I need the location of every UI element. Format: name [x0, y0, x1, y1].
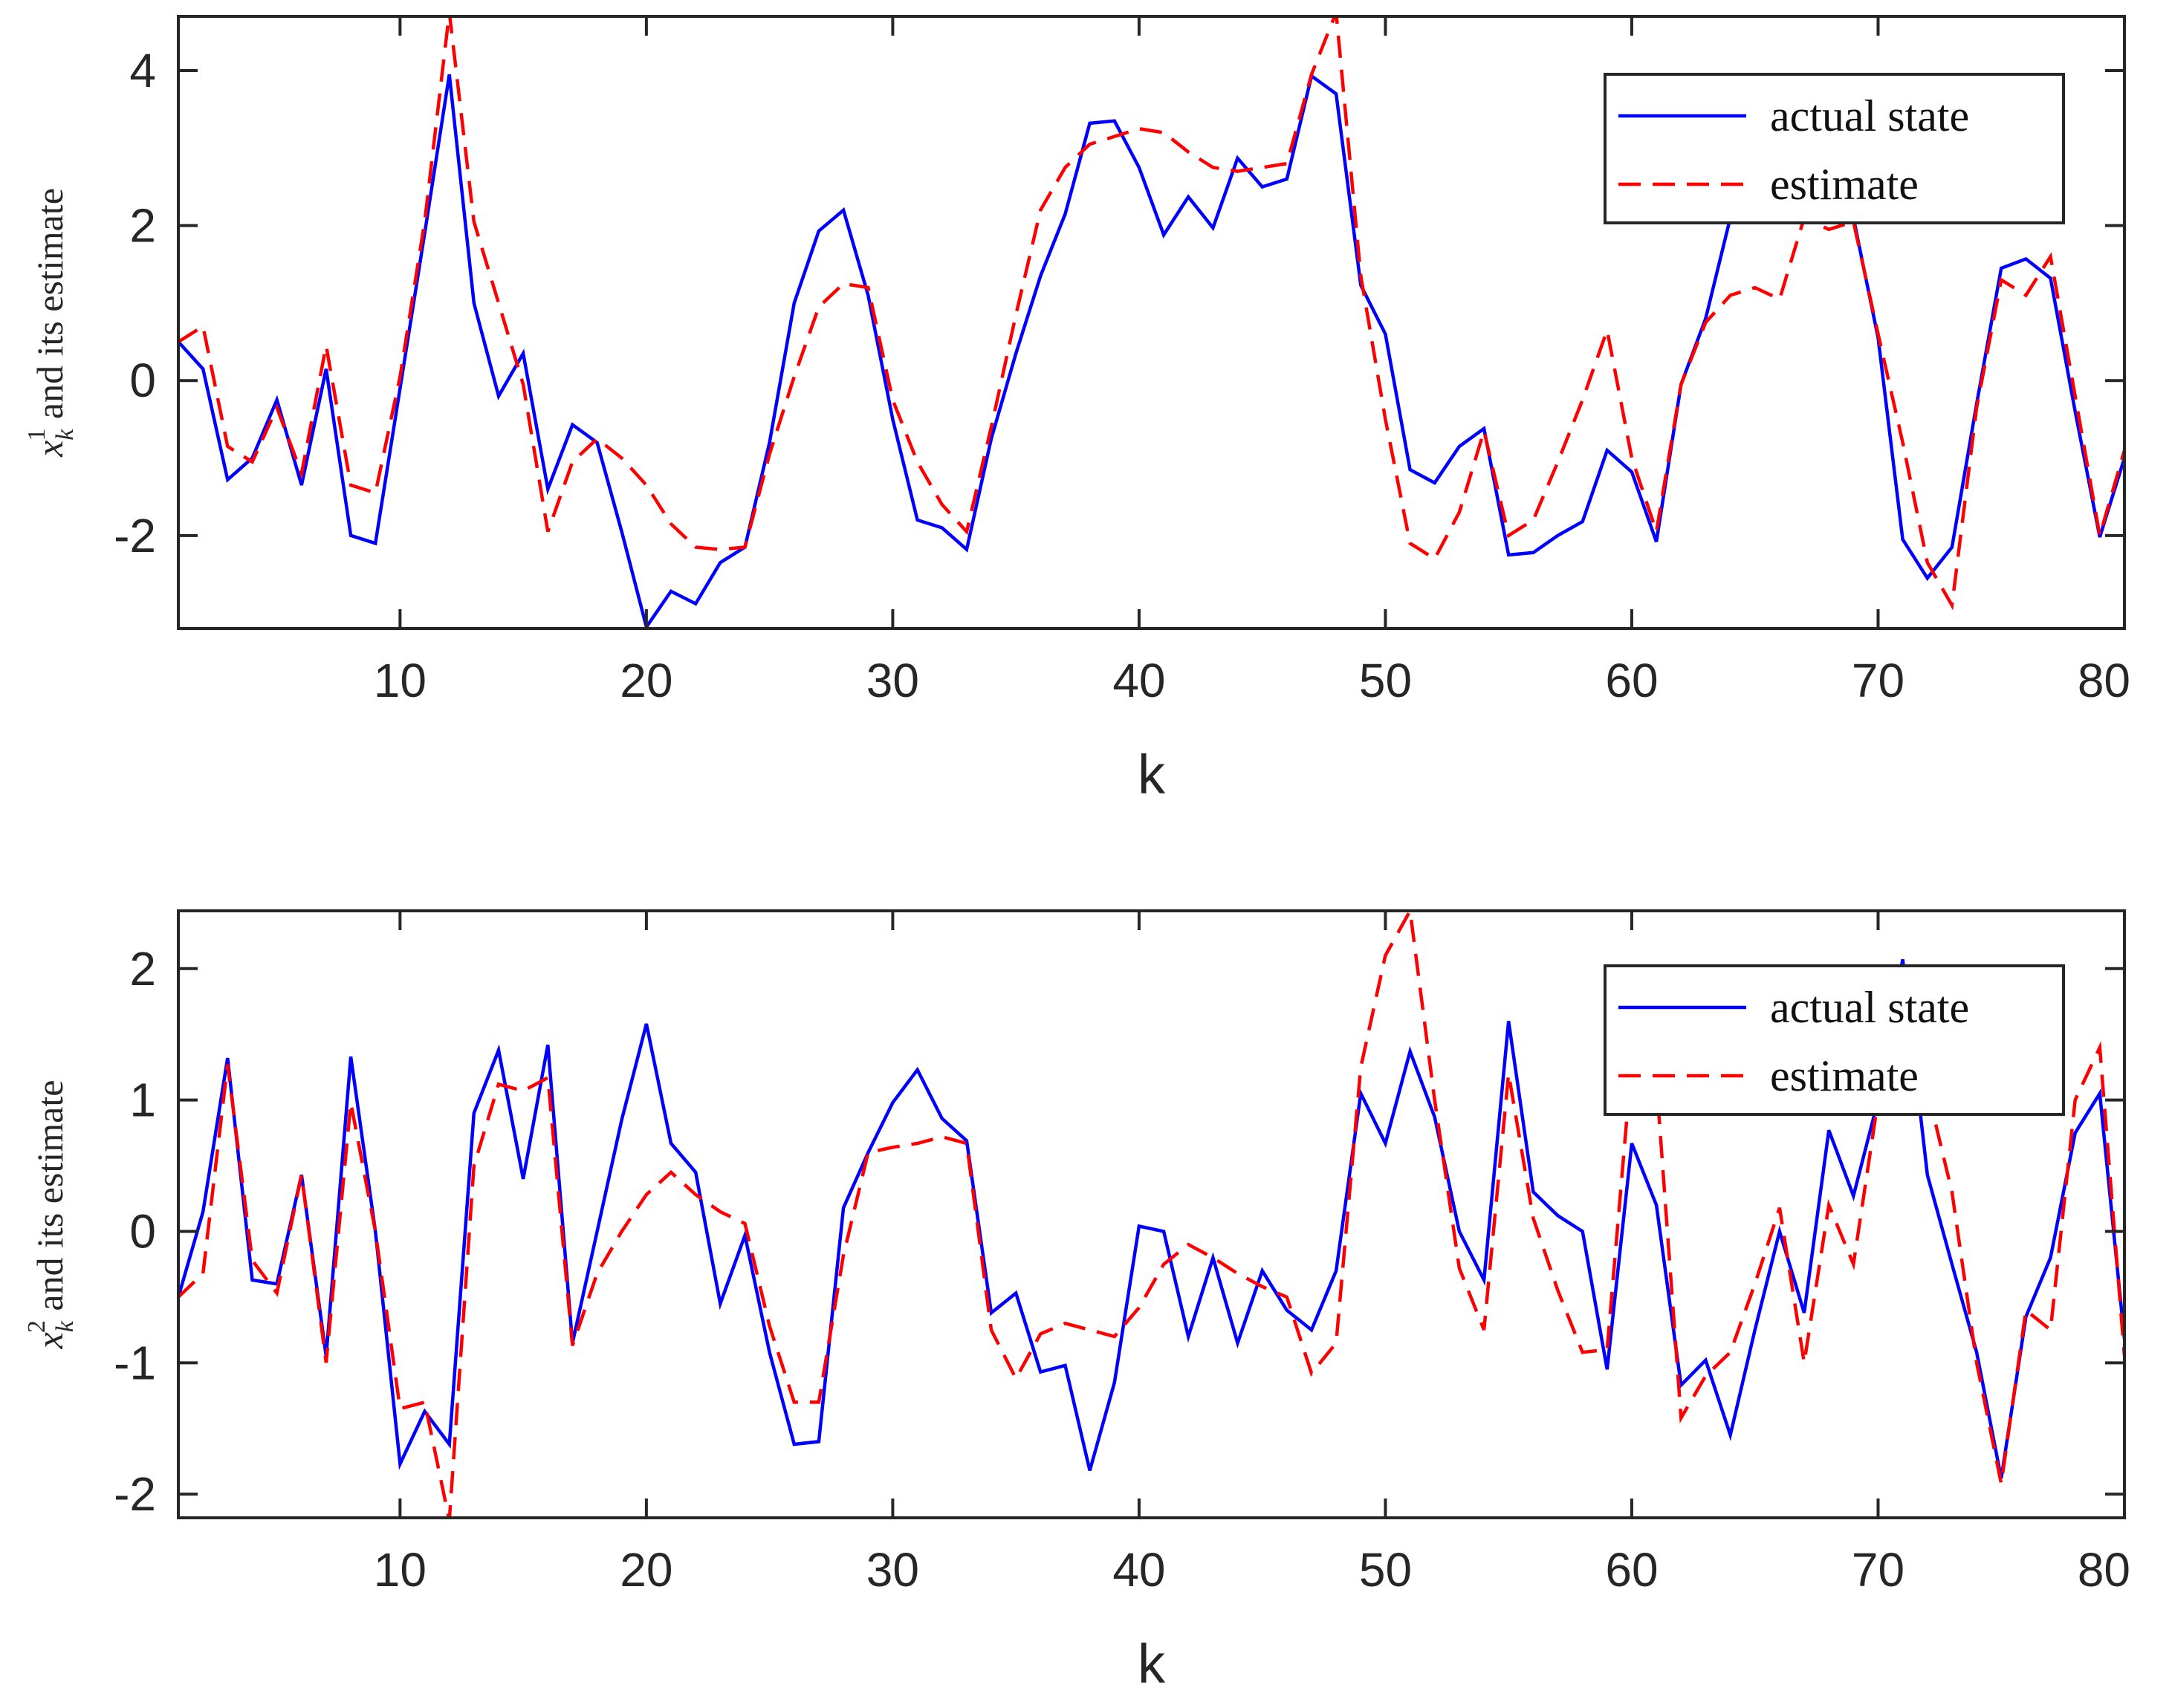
x-axis-label: k — [1138, 744, 1166, 805]
y-tick-label: 2 — [129, 199, 156, 253]
y-label-var: x — [29, 1332, 71, 1349]
y-axis-label: xk1 and its estimate — [23, 188, 79, 458]
legend-estimate-label: estimate — [1770, 1051, 1919, 1100]
x-tick-label: 60 — [1605, 1543, 1658, 1597]
y-label-rest: and its estimate — [29, 1080, 71, 1321]
estimate-line — [178, 911, 2124, 1518]
y-tick-label: -2 — [114, 509, 156, 562]
estimate-line — [178, 16, 2124, 611]
y-tick-label: 0 — [129, 1204, 156, 1258]
x-tick-label: 70 — [1852, 654, 1904, 707]
actual-state-line — [178, 959, 2124, 1479]
x-tick-label: 80 — [2078, 1543, 2130, 1597]
x-tick-label: 10 — [374, 654, 427, 707]
y-label-sup: 2 — [23, 1320, 51, 1333]
x-tick-label: 20 — [620, 1543, 672, 1597]
y-label-rest: and its estimate — [29, 188, 71, 429]
legend-estimate-label: estimate — [1770, 160, 1919, 209]
legend-actual-label: actual state — [1770, 91, 1969, 140]
legend: actual state estimate — [1604, 73, 2065, 224]
legend-actual-label: actual state — [1770, 983, 1969, 1032]
legend-box — [1604, 964, 2065, 1116]
y-tick-label: 0 — [129, 354, 156, 407]
x-tick-label: 20 — [620, 654, 672, 707]
x-tick-label: 50 — [1359, 1543, 1412, 1597]
y-label-sub: k — [51, 429, 79, 441]
y-axis-label: xk2 and its estimate — [23, 1080, 79, 1350]
x-tick-label: 30 — [866, 1543, 919, 1597]
y-tick-label: 2 — [129, 942, 156, 996]
x-tick-label: 60 — [1605, 654, 1658, 707]
axes-box — [177, 909, 2126, 1519]
x-tick-label: 40 — [1112, 1543, 1165, 1597]
y-label-var: x — [29, 441, 71, 458]
x-tick-label: 30 — [866, 654, 919, 707]
x-tick-label: 70 — [1852, 1543, 1904, 1597]
y-tick-label: -1 — [114, 1336, 156, 1389]
axes-box — [177, 15, 2126, 630]
y-tick-label: 1 — [129, 1074, 156, 1127]
x-tick-label: 80 — [2078, 654, 2130, 707]
legend: actual state estimate — [1604, 964, 2065, 1116]
y-label-sub: k — [51, 1320, 79, 1332]
x-tick-label: 40 — [1112, 654, 1165, 707]
y-label-sup: 1 — [23, 429, 51, 441]
legend-box — [1604, 73, 2065, 224]
x-tick-label: 50 — [1359, 654, 1412, 707]
y-tick-label: -2 — [114, 1467, 156, 1521]
x-tick-label: 10 — [374, 1543, 427, 1597]
y-tick-label: 4 — [129, 44, 156, 97]
x-axis-label: k — [1138, 1633, 1166, 1695]
